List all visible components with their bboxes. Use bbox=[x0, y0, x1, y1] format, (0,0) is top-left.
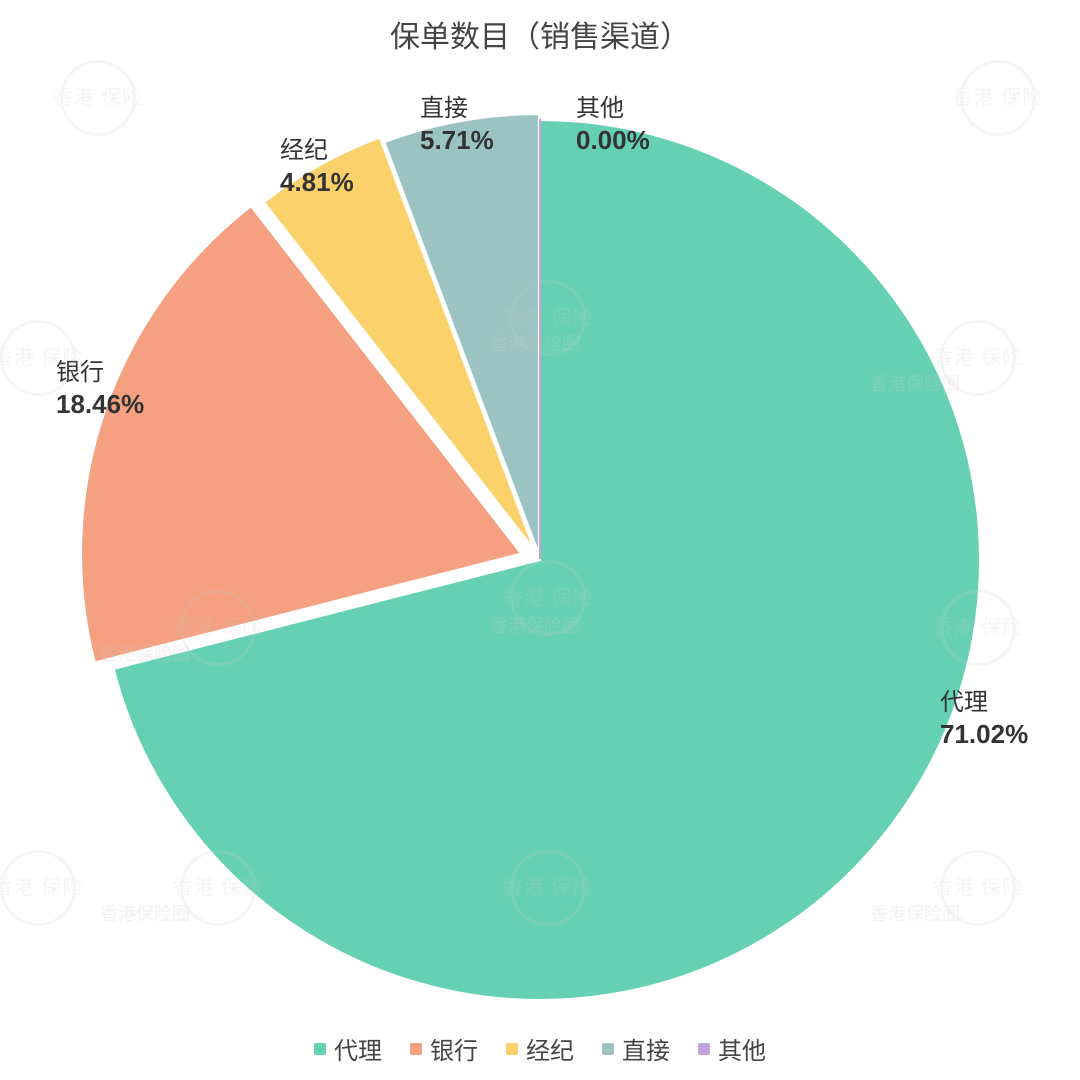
legend-item-其他: 其他 bbox=[698, 1031, 766, 1066]
legend-swatch bbox=[698, 1043, 710, 1055]
slice-label-银行: 银行18.46% bbox=[56, 358, 144, 421]
legend-label: 直接 bbox=[622, 1031, 670, 1066]
slice-label-name: 银行 bbox=[56, 358, 144, 388]
legend-swatch bbox=[506, 1043, 518, 1055]
legend-label: 其他 bbox=[718, 1031, 766, 1066]
slice-label-pct: 18.46% bbox=[56, 388, 144, 421]
legend-item-直接: 直接 bbox=[602, 1031, 670, 1066]
slice-label-name: 代理 bbox=[940, 688, 1028, 718]
slice-label-pct: 4.81% bbox=[280, 166, 354, 199]
slice-label-name: 其他 bbox=[576, 94, 650, 124]
legend-swatch bbox=[602, 1043, 614, 1055]
slice-label-经纪: 经纪4.81% bbox=[280, 136, 354, 199]
slice-label-pct: 71.02% bbox=[940, 718, 1028, 751]
legend-swatch bbox=[410, 1043, 422, 1055]
slice-label-pct: 0.00% bbox=[576, 124, 650, 157]
legend-label: 代理 bbox=[334, 1031, 382, 1066]
legend: 代理 银行 经纪 直接 其他 bbox=[0, 1031, 1080, 1066]
legend-label: 银行 bbox=[430, 1031, 478, 1066]
slice-label-pct: 5.71% bbox=[420, 124, 494, 157]
slice-label-直接: 直接5.71% bbox=[420, 94, 494, 157]
slice-label-name: 经纪 bbox=[280, 136, 354, 166]
legend-item-经纪: 经纪 bbox=[506, 1031, 574, 1066]
legend-item-银行: 银行 bbox=[410, 1031, 478, 1066]
slice-label-代理: 代理71.02% bbox=[940, 688, 1028, 751]
legend-swatch bbox=[314, 1043, 326, 1055]
slice-label-其他: 其他0.00% bbox=[576, 94, 650, 157]
legend-label: 经纪 bbox=[526, 1031, 574, 1066]
legend-item-代理: 代理 bbox=[314, 1031, 382, 1066]
slice-label-name: 直接 bbox=[420, 94, 494, 124]
pie-chart bbox=[0, 0, 1080, 1080]
